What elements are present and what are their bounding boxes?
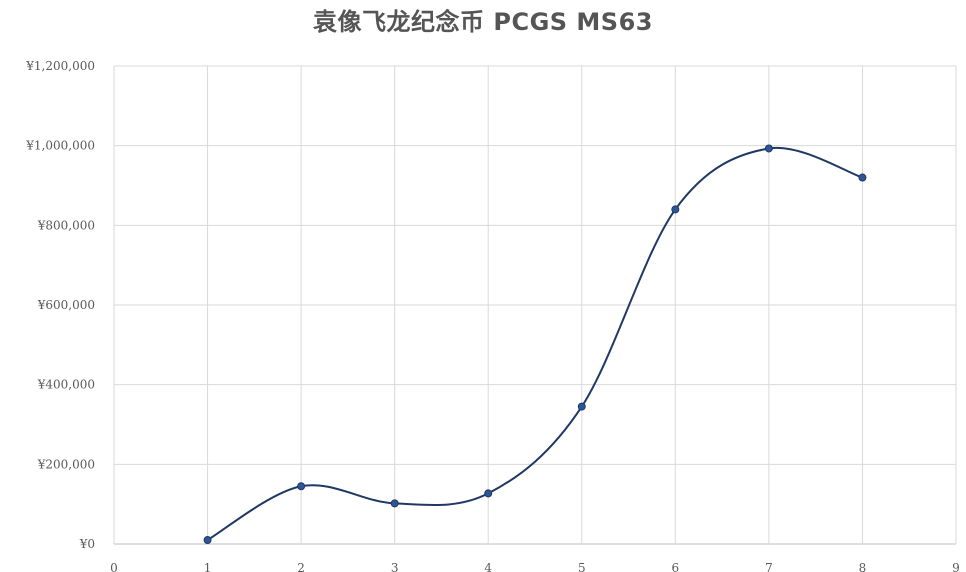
data-point bbox=[764, 144, 773, 153]
y-tick-label: ¥400,000 bbox=[37, 378, 95, 392]
y-axis-ticks: ¥0 ¥200,000 ¥400,000 ¥600,000 ¥800,000 ¥1,000… bbox=[25, 59, 95, 551]
y-tick-label: ¥600,000 bbox=[37, 298, 95, 312]
series-lines bbox=[207, 146, 863, 541]
series-points bbox=[203, 144, 867, 545]
gridlines bbox=[113, 65, 957, 545]
data-point bbox=[858, 173, 867, 182]
x-tick-label: 6 bbox=[672, 561, 680, 572]
x-tick-label: 0 bbox=[110, 561, 118, 572]
x-tick-label: 7 bbox=[765, 561, 773, 572]
x-tick-label: 5 bbox=[578, 561, 586, 572]
x-tick-label: 8 bbox=[859, 561, 867, 572]
x-tick-label: 1 bbox=[204, 561, 212, 572]
data-point bbox=[671, 205, 680, 214]
x-tick-label: 9 bbox=[952, 561, 960, 572]
data-point bbox=[484, 489, 493, 498]
y-tick-label: ¥1,200,000 bbox=[25, 59, 95, 73]
data-point bbox=[577, 402, 586, 411]
data-point bbox=[203, 536, 212, 545]
x-tick-label: 3 bbox=[391, 561, 399, 572]
chart-title: 袁像飞龙纪念币 PCGS MS63 bbox=[313, 8, 653, 36]
x-tick-label: 2 bbox=[297, 561, 305, 572]
y-tick-label: ¥800,000 bbox=[37, 218, 95, 232]
x-axis-ticks: 0 1 2 3 4 5 6 7 8 9 bbox=[110, 561, 960, 572]
y-tick-label: ¥0 bbox=[79, 537, 95, 551]
x-tick-label: 4 bbox=[484, 561, 492, 572]
data-point bbox=[297, 482, 306, 491]
y-tick-label: ¥1,000,000 bbox=[25, 139, 95, 153]
data-point bbox=[390, 499, 399, 508]
series-line bbox=[207, 146, 863, 541]
y-tick-label: ¥200,000 bbox=[37, 457, 95, 471]
